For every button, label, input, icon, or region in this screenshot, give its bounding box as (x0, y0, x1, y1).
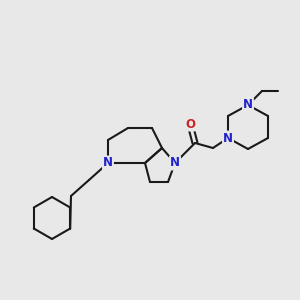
Text: N: N (243, 98, 253, 112)
Text: N: N (170, 157, 180, 169)
Text: N: N (103, 157, 113, 169)
Text: N: N (223, 131, 233, 145)
Text: O: O (185, 118, 195, 130)
